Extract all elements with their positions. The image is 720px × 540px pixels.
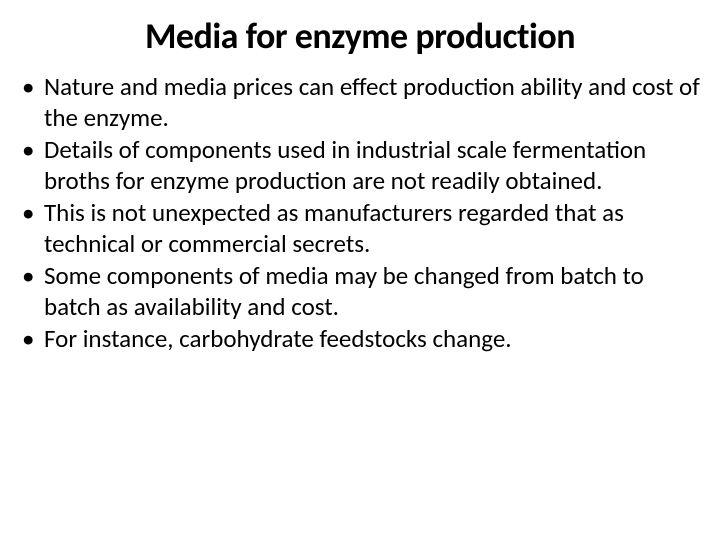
slide: Media for enzyme production Nature and m…	[0, 0, 720, 540]
bullet-list: Nature and media prices can effect produ…	[18, 72, 702, 355]
list-item: Nature and media prices can effect produ…	[44, 72, 702, 133]
list-item: Details of components used in industrial…	[44, 135, 702, 196]
list-item: This is not unexpected as manufacturers …	[44, 198, 702, 259]
list-item: Some components of media may be changed …	[44, 261, 702, 322]
slide-title: Media for enzyme production	[18, 14, 702, 58]
list-item: For instance, carbohydrate feedstocks ch…	[44, 324, 702, 355]
